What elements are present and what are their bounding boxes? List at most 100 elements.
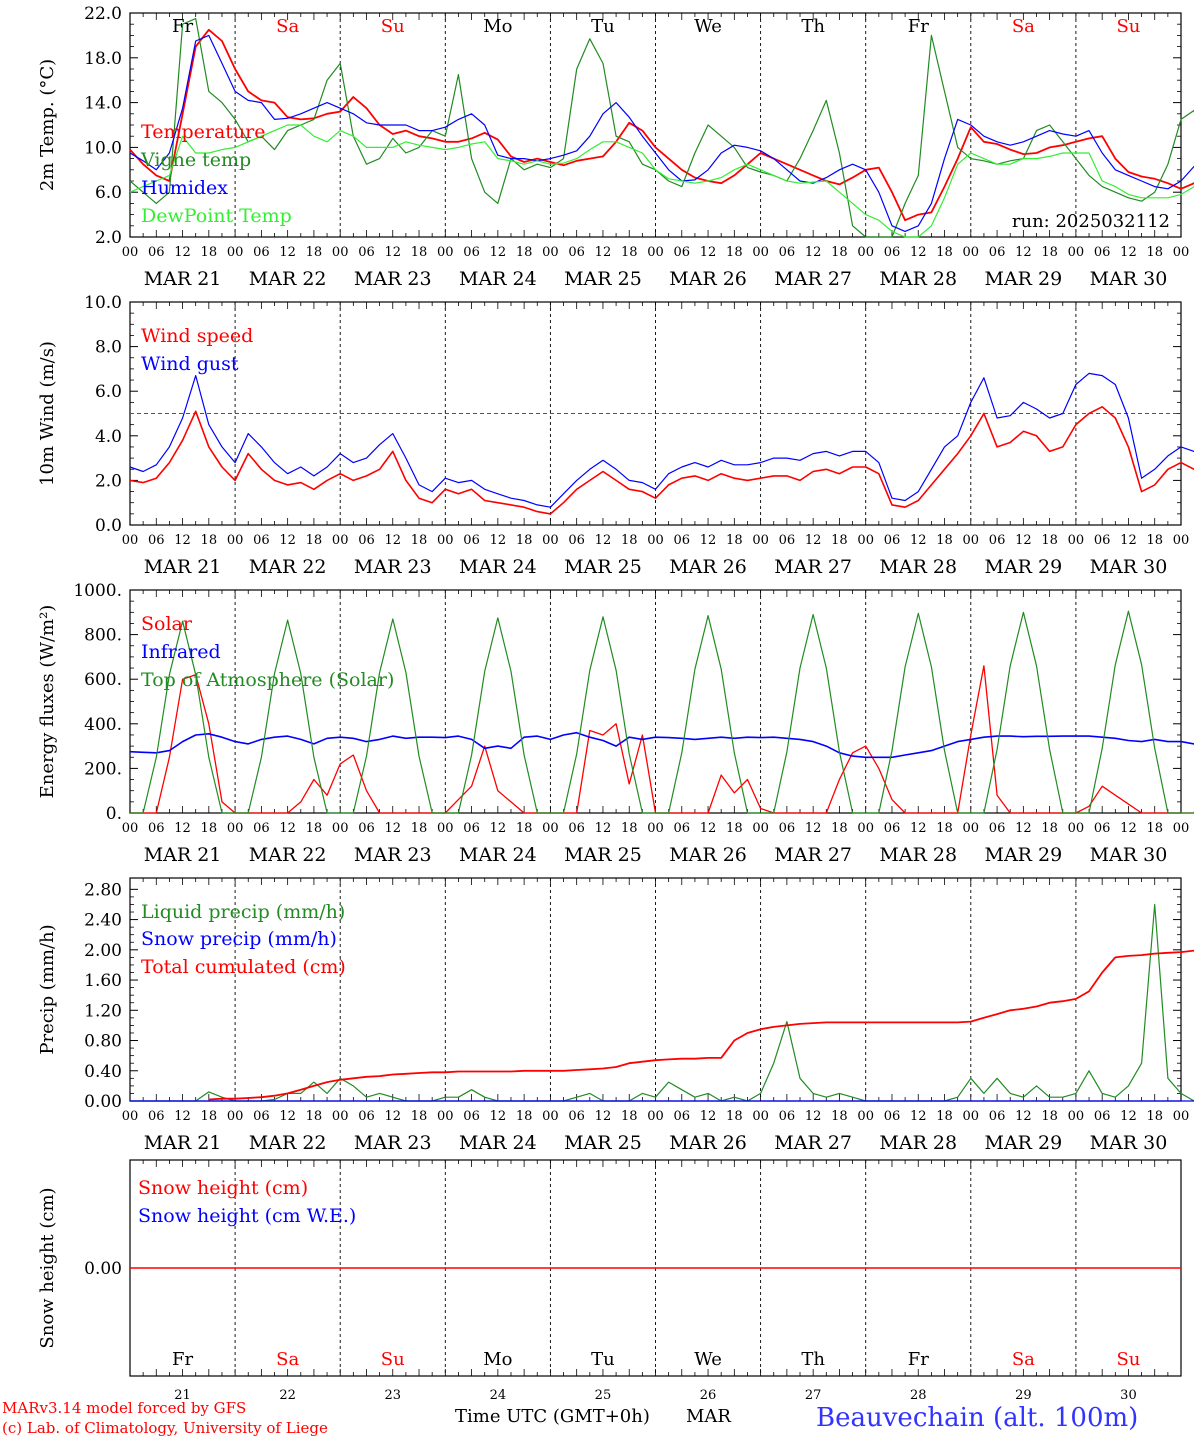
x-hour-label: 06 [989,533,1006,548]
y-axis-label: Snow height (cm) [37,1187,58,1348]
x-hour-label: 00 [542,821,559,836]
x-date-label: MAR 22 [249,556,327,578]
day-name: Tu [591,1349,615,1370]
x-date-label: MAR 23 [354,1132,432,1154]
day-name: Th [801,16,825,37]
x-date-label: MAR 30 [1090,556,1168,578]
day-name: Sa [1012,16,1035,37]
x-hour-label: 18 [1041,1109,1058,1124]
x-hour-label: 12 [910,533,927,548]
y-tick-label: 2.0 [95,228,122,248]
x-hour-label: 00 [647,821,664,836]
legend-entry: Humidex [141,177,228,199]
x-hour-label: 00 [332,821,349,836]
x-hour-label: 12 [910,245,927,260]
x-hour-label: 12 [595,821,612,836]
x-hour-label: 18 [621,245,638,260]
x-hour-label: 06 [358,821,375,836]
day-number: 27 [805,1388,822,1403]
day-number: 30 [1120,1388,1137,1403]
x-hour-label: 18 [411,533,428,548]
y-tick-label: 400. [84,715,122,735]
x-hour-label: 00 [227,1109,244,1124]
x-hour-label: 18 [1041,245,1058,260]
x-hour-label: 12 [1015,821,1032,836]
day-name: Sa [276,16,299,37]
legend-entry: Liquid precip (mm/h) [141,901,345,923]
x-hour-label: 18 [201,821,218,836]
x-date-label: MAR 30 [1090,844,1168,866]
x-hour-label: 00 [752,533,769,548]
x-hour-label: 12 [279,1109,296,1124]
x-hour-label: 00 [122,821,139,836]
x-hour-label: 06 [1094,1109,1111,1124]
x-hour-label: 12 [384,821,401,836]
x-hour-label: 06 [989,245,1006,260]
x-hour-label: 18 [936,245,953,260]
x-hour-label: 12 [1120,1109,1137,1124]
legend-entry: Snow height (cm) [138,1177,308,1199]
x-hour-label: 00 [437,1109,454,1124]
day-name: We [694,16,722,37]
x-hour-label: 18 [831,1109,848,1124]
x-hour-label: 12 [805,533,822,548]
x-hour-label: 00 [857,533,874,548]
series-line-infrared [129,731,1194,759]
x-hour-label: 00 [1068,1109,1085,1124]
x-date-label: MAR 29 [984,556,1062,578]
day-name: Sa [276,1349,299,1370]
series-line-temperature [129,28,1194,222]
x-hour-label: 12 [174,245,191,260]
x-hour-label: 18 [831,533,848,548]
y-axis-label: Precip (mm/h) [37,924,58,1054]
plot-frame [129,589,1182,814]
x-date-label: MAR 26 [669,556,747,578]
x-date-label: MAR 21 [144,1132,222,1154]
month-label: MAR [686,1406,731,1427]
x-hour-label: 12 [700,821,717,836]
station-label: Beauvechain (alt. 100m) [816,1403,1139,1433]
x-date-label: MAR 25 [564,844,642,866]
x-hour-label: 12 [1015,245,1032,260]
x-hour-label: 06 [1094,245,1111,260]
x-hour-label: 00 [752,245,769,260]
x-hour-label: 12 [490,1109,507,1124]
x-hour-label: 06 [884,533,901,548]
series-line-dewpoint-temp [129,124,1194,238]
x-hour-label: 12 [279,533,296,548]
y-tick-label: 4.0 [95,427,122,447]
day-name: Su [381,16,405,37]
x-date-label: MAR 25 [564,268,642,290]
y-axis-label: Energy fluxes (W/m²) [37,605,58,799]
x-hour-label: 18 [1146,821,1163,836]
y-axis-label: 2m Temp. (°C) [37,59,58,191]
x-hour-label: 18 [1146,245,1163,260]
y-tick-label: 2.80 [84,880,122,900]
x-hour-label: 00 [752,821,769,836]
y-tick-label: 0.80 [84,1032,122,1052]
x-hour-label: 00 [857,245,874,260]
x-date-label: MAR 28 [879,844,957,866]
x-hour-label: 18 [306,533,323,548]
y-tick-label: 1000. [73,581,122,601]
x-hour-label: 06 [253,245,270,260]
x-hour-label: 12 [490,821,507,836]
y-tick-label: 14.0 [84,94,122,114]
y-tick-label: 0.40 [84,1062,122,1082]
legend-entry: Wind speed [141,325,253,347]
day-number: 25 [595,1388,612,1403]
x-hour-label: 06 [674,533,691,548]
x-hour-label: 06 [568,1109,585,1124]
x-hour-label: 18 [516,245,533,260]
x-hour-label: 12 [700,1109,717,1124]
x-hour-label: 12 [384,1109,401,1124]
x-hour-label: 00 [1068,533,1085,548]
x-hour-label: 00 [332,245,349,260]
x-hour-label: 00 [1068,821,1085,836]
x-date-label: MAR 28 [879,556,957,578]
footer-model: MARv3.14 model forced by GFS [2,1399,247,1417]
x-hour-label: 18 [621,821,638,836]
x-hour-label: 00 [647,533,664,548]
time-axis-label: Time UTC (GMT+0h) [455,1406,650,1427]
footer-lab: (c) Lab. of Climatology, University of L… [2,1419,328,1437]
